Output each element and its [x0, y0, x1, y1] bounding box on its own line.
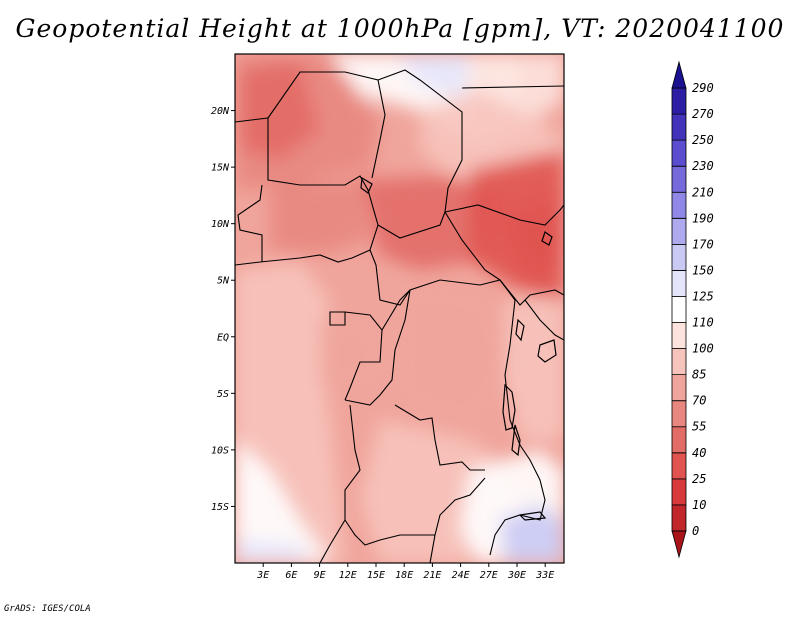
- colorbar-bin: [671, 530, 687, 559]
- colorbar-bin: [671, 113, 687, 141]
- colorbar-label: 85: [692, 368, 706, 382]
- lon-tick-label: 21E: [423, 570, 441, 581]
- lon-tick-label: 33E: [535, 570, 554, 581]
- field-blobs: [235, 54, 564, 563]
- field-region-15: [500, 200, 564, 280]
- colorbar-bin: [671, 426, 687, 454]
- lon-tick-label: 15E: [367, 570, 385, 581]
- country-borders: [235, 69, 564, 563]
- colorbar-label: 210: [692, 185, 714, 199]
- lon-tick-label: 3E: [256, 570, 269, 581]
- height-field: [235, 54, 564, 563]
- field-region-7: [395, 54, 470, 100]
- chart-title: Geopotential Height at 1000hPa [gpm], VT…: [15, 14, 785, 43]
- colorbar-bin: [671, 165, 687, 193]
- colorbar-label: 190: [692, 211, 714, 225]
- colorbar-label: 290: [692, 81, 714, 95]
- colorbar-label: 10: [692, 498, 706, 512]
- lat-tick-label: 10N: [211, 219, 230, 230]
- field-region-12: [270, 180, 370, 255]
- colorbar-bin: [671, 139, 687, 167]
- lat-tick-label: 5S: [217, 389, 229, 400]
- colorbar-bin: [671, 60, 687, 89]
- colorbar-bin: [671, 348, 687, 376]
- lon-tick-label: 18E: [395, 570, 413, 581]
- colorbar-bin: [671, 400, 687, 428]
- lat-tick-label: 5N: [217, 276, 230, 287]
- lon-tick-label: 6E: [285, 570, 297, 581]
- lat-tick-label: 15S: [211, 502, 229, 513]
- lat-tick-label: 10S: [211, 445, 229, 456]
- field-region-13: [360, 175, 500, 270]
- colorbar-label: 170: [692, 237, 714, 251]
- lat-tick-label: 20N: [211, 106, 230, 117]
- lakes: [360, 176, 557, 521]
- colorbar-bin: [671, 217, 687, 245]
- colorbar-label: 25: [692, 472, 706, 486]
- colorbar-bin: [671, 191, 687, 219]
- colorbar-bin: [671, 270, 687, 297]
- lon-tick-label: 24E: [452, 570, 470, 581]
- colorbar-bin: [671, 322, 687, 349]
- axes: 3E 6E 9E 12E 15E 18E 21E 24E 27E 30E 33E 20N 15N 10N 5…: [211, 106, 554, 581]
- lon-tick-label: 12E: [339, 570, 357, 581]
- field-region-17: [320, 310, 390, 400]
- colorbar-bin: [671, 452, 687, 480]
- colorbar-label: 230: [692, 159, 714, 173]
- colorbar-label: 0: [692, 524, 699, 538]
- colorbar-bin: [671, 243, 687, 271]
- map-area: [235, 54, 564, 563]
- credit-label: GrADS: IGES/COLA: [4, 604, 91, 614]
- lat-tick-label: 15N: [211, 163, 230, 174]
- colorbar-bin: [671, 504, 687, 532]
- lon-tick-label: 9E: [314, 570, 326, 581]
- colorbar-label: 150: [692, 263, 714, 277]
- lon-tick-label: 27E: [480, 570, 498, 581]
- lat-tick-label: EQ: [217, 332, 229, 343]
- colorbar-bin: [671, 87, 687, 115]
- map-frame: [234, 53, 565, 564]
- colorbar-label: 55: [692, 420, 706, 434]
- colorbar-label: 100: [692, 342, 714, 356]
- field-region-2: [235, 440, 330, 563]
- field-region-3: [235, 540, 310, 563]
- field-region-18: [505, 300, 564, 440]
- colorbar-label: 250: [692, 133, 714, 147]
- colorbar-label: 70: [692, 394, 706, 408]
- lon-tick-label: 30E: [507, 570, 526, 581]
- field-region-11: [240, 60, 320, 160]
- colorbar-label: 125: [692, 289, 714, 303]
- colorbar: 0 10 25 40 55 70 85 100 110 125 150 170 190 210 230 250…: [671, 60, 714, 559]
- colorbar-bin: [671, 478, 687, 506]
- colorbar-label: 110: [692, 316, 714, 330]
- colorbar-bin: [671, 374, 687, 402]
- colorbar-label: 40: [692, 446, 706, 460]
- field-region-5: [500, 505, 564, 563]
- field-region-16: [380, 280, 510, 430]
- colorbar-label: 270: [692, 107, 714, 121]
- colorbar-bin: [671, 296, 687, 323]
